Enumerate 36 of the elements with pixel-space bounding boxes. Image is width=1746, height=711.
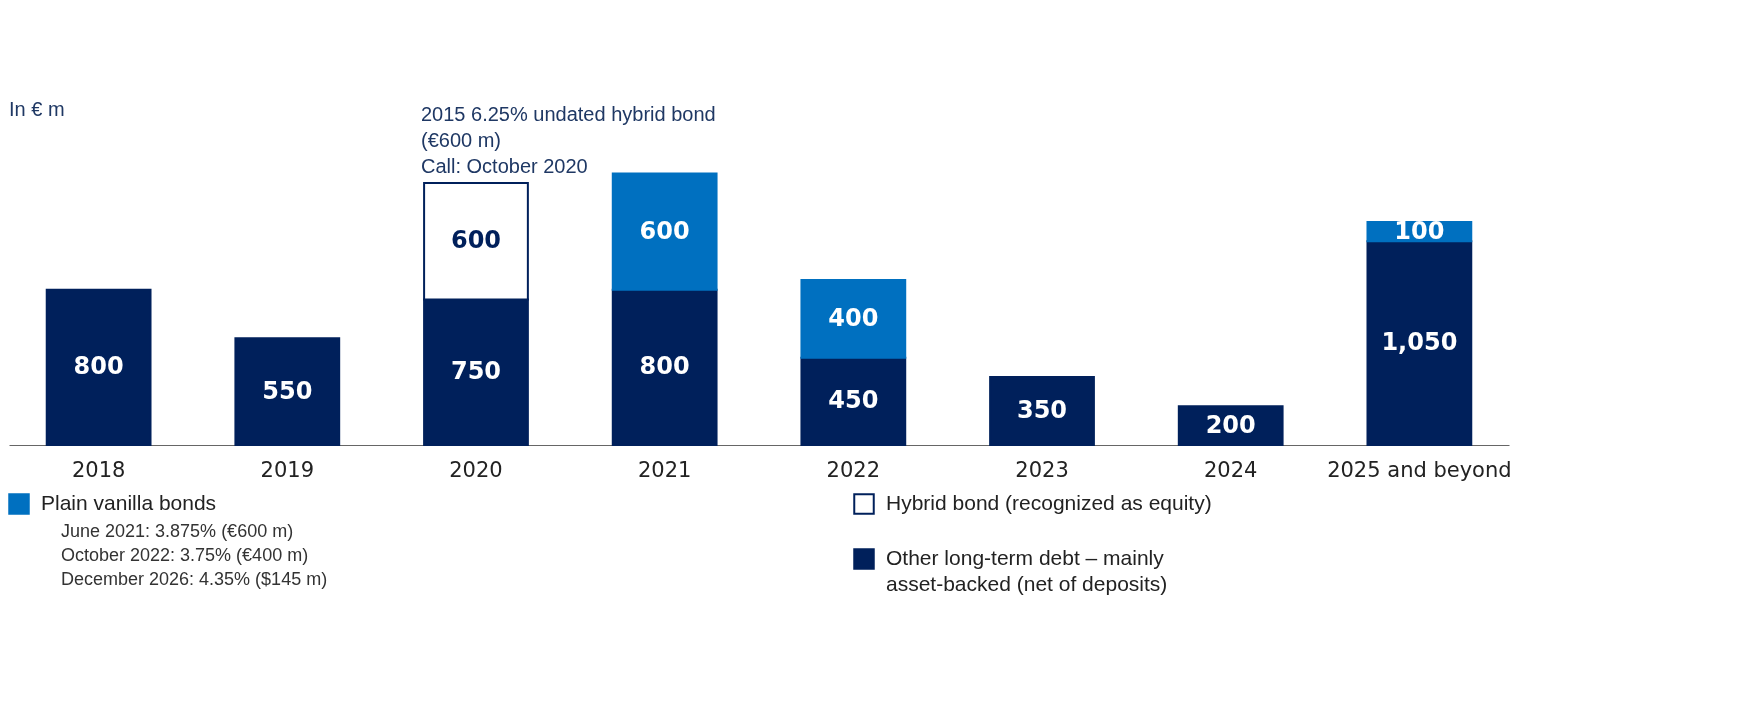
x-tick-label: 2019 [260,457,315,482]
data-label: 800 [73,352,124,381]
data-label: 1,050 [1381,328,1458,357]
bar [611,288,718,446]
x-tick-label: 2025 and beyond [1327,457,1512,482]
text: October 2022: 3.75% (€400 m) [61,545,309,565]
data-label: 600 [450,226,502,255]
legend-label: Hybrid bond (recognized as equity) [886,491,1212,514]
bar [800,356,907,446]
data-label: 400 [828,303,879,332]
x-tick-label: 2020 [449,457,503,482]
bar [989,376,1095,446]
data-label: 200 [1205,410,1256,439]
text: In € m [9,98,65,120]
legend-label: Plain vanilla bonds [41,491,217,514]
data-label: 450 [828,386,879,415]
bar [234,337,341,446]
x-tick-label: 2021 [637,457,692,482]
bar [1366,240,1473,446]
legend-label: Other long-term debt – mainly asset-backed (net of deposits) [886,546,1168,595]
text: December 2026: 4.35% ($145 m) [61,569,328,589]
bar [45,288,152,446]
bar [800,279,907,359]
annotation: 2015 6.25% undated hybrid bond (€600 m) Call: October 2020 [420,103,716,178]
x-tick-label: 2018 [71,457,126,482]
text: June 2021: 3.875% (€600 m) [61,521,294,541]
data-label: 550 [262,376,313,405]
data-label: 750 [450,357,502,386]
x-tick-label: 2022 [826,457,881,482]
x-tick-label: 2023 [1015,457,1069,482]
x-tick-label: 2024 [1203,457,1258,482]
data-label: 100 [1394,216,1445,245]
data-label: 800 [639,352,690,381]
data-label: 600 [639,216,690,245]
bar [611,172,718,291]
data-label: 350 [1016,396,1068,425]
